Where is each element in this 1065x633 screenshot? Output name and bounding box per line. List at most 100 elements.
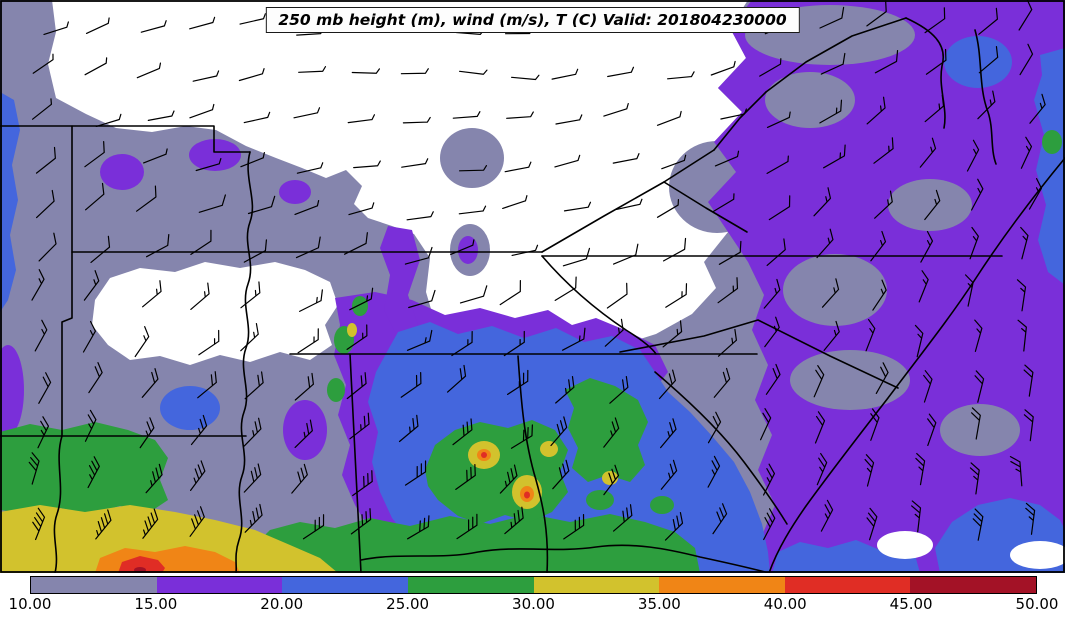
wind-barb <box>927 413 937 446</box>
wind-barb <box>977 90 996 120</box>
wind-barb <box>615 198 643 210</box>
wind-barb <box>1028 177 1043 210</box>
wind-barb <box>458 205 487 215</box>
wind-barb <box>555 114 583 125</box>
colorbar-tick-label: 20.00 <box>260 595 304 613</box>
wind-barb <box>920 230 934 263</box>
wind-barb <box>504 161 532 173</box>
colorbar-tick-label: 30.00 <box>512 595 555 613</box>
wind-barb <box>820 52 846 75</box>
wind-barb <box>764 316 780 348</box>
contour-region <box>189 139 241 171</box>
wind-barb <box>814 411 826 444</box>
wind-barb <box>607 66 635 78</box>
wind-barb <box>296 162 324 174</box>
wind-barb <box>506 111 534 119</box>
contour-region <box>283 400 327 460</box>
wind-barb <box>662 237 687 262</box>
wind-barb <box>139 417 155 449</box>
wind-barb <box>143 148 168 164</box>
wind-barb <box>918 270 929 303</box>
wind-barb <box>240 281 261 309</box>
wind-barb <box>551 68 579 80</box>
colorbar-tick-label: 45.00 <box>889 595 933 613</box>
wind-barb <box>244 371 264 400</box>
contour-region <box>540 441 558 457</box>
wind-barb <box>243 463 262 493</box>
contour-region <box>1042 130 1062 154</box>
wind-barb <box>95 509 112 540</box>
wind-barb <box>346 324 368 350</box>
wind-barb <box>82 320 96 353</box>
wind-barb <box>189 506 205 537</box>
wind-barb <box>243 417 262 447</box>
wind-barb <box>190 460 206 491</box>
wind-barb <box>195 158 222 172</box>
wind-barb <box>874 50 899 74</box>
contour-region <box>944 36 1012 88</box>
wind-barb <box>447 364 467 393</box>
wind-barb <box>352 470 373 497</box>
contour-region <box>440 128 504 188</box>
wind-barb <box>189 16 216 30</box>
wind-barb <box>400 372 422 398</box>
wind-barb <box>298 66 327 73</box>
wind-barb <box>35 146 56 174</box>
wind-barb <box>136 185 157 212</box>
wind-barb <box>759 58 782 77</box>
wind-barb <box>294 199 320 215</box>
wind-barb <box>1016 279 1027 312</box>
contour-region <box>380 226 420 338</box>
wind-barb <box>866 0 887 27</box>
wind-barb <box>978 45 999 74</box>
contour-region <box>0 92 20 312</box>
wind-barb <box>763 278 781 309</box>
wind-barb <box>864 454 875 487</box>
wind-barb <box>511 74 540 81</box>
wind-barb <box>866 96 886 125</box>
wind-barb <box>198 194 226 213</box>
wind-barb <box>1029 93 1046 124</box>
wind-barb <box>766 155 789 174</box>
wind-barb <box>1017 319 1027 352</box>
wind-barb <box>563 201 592 212</box>
wind-barb <box>294 419 313 448</box>
state-line <box>349 353 362 573</box>
wind-barb <box>141 368 159 398</box>
state-line <box>654 371 788 525</box>
wind-barb <box>31 98 53 120</box>
state-boundaries <box>0 17 1065 573</box>
wind-barb <box>970 178 984 211</box>
colorbar-segment <box>659 577 785 593</box>
colorbar-tick-label: 25.00 <box>386 595 430 613</box>
wind-barb <box>459 285 488 304</box>
wind-barb <box>295 236 321 259</box>
wind-barb <box>665 283 688 308</box>
wind-barb <box>603 417 620 448</box>
wind-barb <box>142 280 162 308</box>
wind-barb <box>28 452 40 485</box>
colorbar-segment <box>407 577 534 593</box>
wind-barb <box>924 94 945 123</box>
wind-barb <box>707 455 721 488</box>
wind-barb <box>966 139 980 172</box>
wind-barb <box>511 244 539 256</box>
wind-barb <box>146 233 170 258</box>
state-line <box>765 17 907 93</box>
wind-barb <box>136 62 162 79</box>
wind-barb <box>970 407 981 440</box>
wind-barb <box>820 499 834 532</box>
wind-barb <box>244 503 263 533</box>
wind-barb <box>974 370 985 403</box>
wind-barb <box>406 211 434 221</box>
wind-barb <box>765 363 781 395</box>
wind-barb <box>604 318 624 347</box>
wind-barb <box>243 111 271 124</box>
wind-barb <box>972 508 984 541</box>
wind-barb <box>1020 136 1033 169</box>
wind-barb <box>550 416 568 447</box>
contour-region <box>0 505 338 573</box>
wind-barb <box>190 282 210 310</box>
contour-region <box>524 491 530 499</box>
wind-barb <box>451 331 473 357</box>
